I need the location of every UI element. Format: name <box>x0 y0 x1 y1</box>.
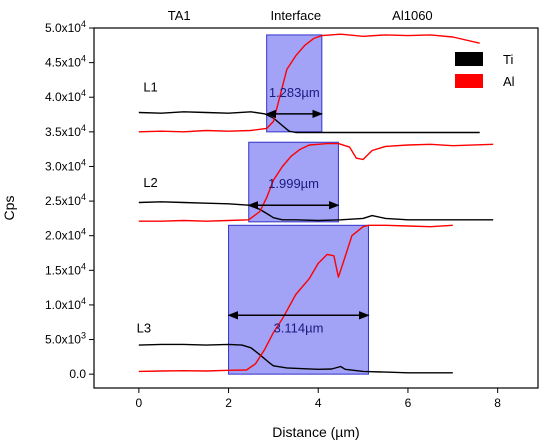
series-line-l1-ti <box>138 111 480 134</box>
plot-frame <box>93 27 539 389</box>
line-label-3: L3 <box>137 321 151 336</box>
series-line-l3-al <box>138 224 453 373</box>
y-tick-label-35000: 3.5x104 <box>45 123 86 139</box>
x-tick-label-6: 6 <box>405 396 412 410</box>
y-tick-label-30000: 3.0x104 <box>45 157 86 173</box>
x-tick-label-2: 2 <box>225 396 232 410</box>
axes: 0 2 4 6 8 0.0 5.0x103 1.0x104 1.5x104 2.0x104 2.5x… <box>1 19 539 440</box>
series-line-l3-ti <box>138 343 453 374</box>
y-tick-label-15000: 1.5x104 <box>45 261 86 277</box>
legend: Ti Al <box>455 52 515 89</box>
width-label-3: 3.114µm <box>274 321 324 336</box>
y-tick-label-20000: 2.0x104 <box>45 227 86 243</box>
series-lines <box>138 33 494 374</box>
y-tick-label-40000: 4.0x104 <box>45 88 86 104</box>
x-tick-label-8: 8 <box>494 396 501 410</box>
y-tick-label-25000: 2.5x104 <box>45 192 86 208</box>
legend-label-al: Al <box>503 74 515 89</box>
y-tick-label-45000: 4.5x104 <box>45 54 86 70</box>
series-line-l1-al <box>138 33 480 133</box>
y-axis-title: Cps <box>1 196 17 221</box>
x-tick-label-0: 0 <box>136 396 143 410</box>
top-label-2: Interface <box>271 8 322 23</box>
series-line-l2-al <box>138 142 494 222</box>
width-label-1: 1.283µm <box>269 85 320 100</box>
legend-swatch-ti <box>455 52 483 66</box>
x-axis-title: Distance (µm) <box>272 424 359 440</box>
legend-swatch-al <box>455 74 483 88</box>
y-tick-label-50000: 5.0x104 <box>45 19 86 35</box>
y-tick-label-10000: 1.0x104 <box>45 296 86 312</box>
y-tick-label-5000: 5.0x103 <box>45 331 86 347</box>
x-tick-label-4: 4 <box>315 396 322 410</box>
legend-label-ti: Ti <box>503 52 513 67</box>
width-label-2: 1.999µm <box>268 176 319 191</box>
series-line-l2-ti <box>138 201 494 222</box>
y-tick-label-0: 0.0 <box>69 367 86 381</box>
annotations: 1.283µm 1.999µm 3.114µm L1 L2 L3 TA1 Interface A… <box>137 8 433 336</box>
top-label-1: TA1 <box>168 8 191 23</box>
line-label-1: L1 <box>143 80 157 95</box>
top-label-3: Al1060 <box>392 8 432 23</box>
line-label-2: L2 <box>143 175 157 190</box>
